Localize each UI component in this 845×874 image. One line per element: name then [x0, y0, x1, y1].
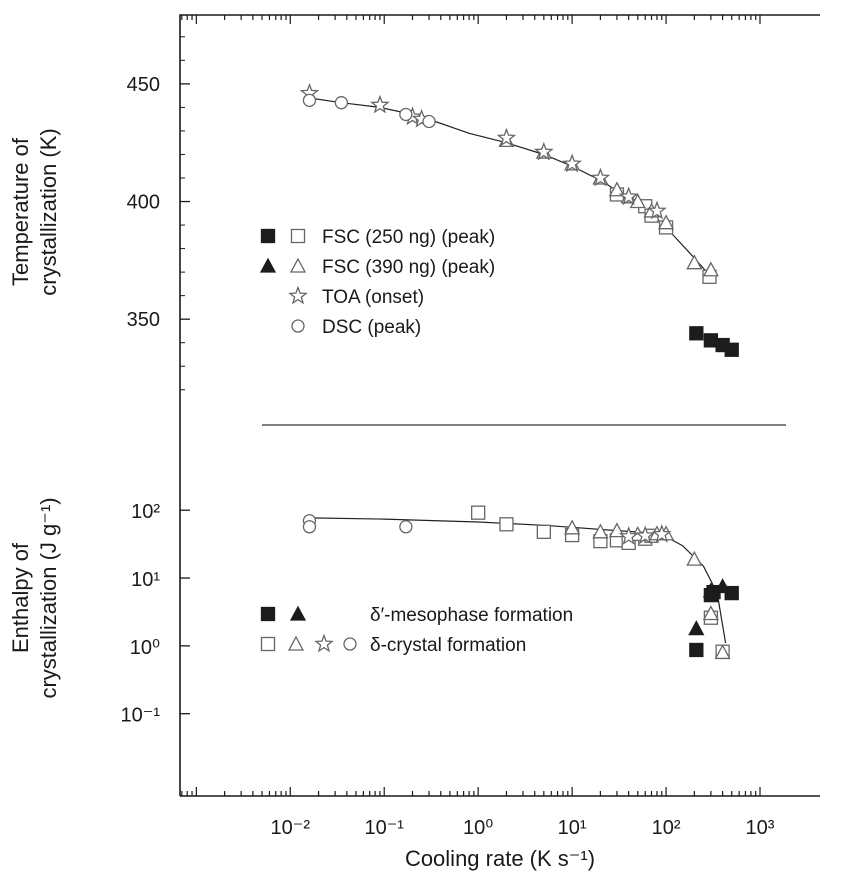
data-point: [533, 141, 554, 161]
top-series-triangle-open: [498, 131, 719, 277]
data-point: [302, 520, 317, 534]
legend-item: δ-crystal formation: [260, 633, 526, 656]
data-point: [702, 261, 719, 277]
data-point: [334, 96, 349, 110]
data-point: [635, 525, 656, 545]
y-tick-label-bottom: 10¹: [131, 569, 160, 591]
x-tick-label: 10⁰: [463, 817, 493, 839]
data-point: [651, 524, 672, 543]
data-point: [657, 214, 675, 230]
data-point: [370, 94, 390, 114]
x-tick-label: 10⁻²: [271, 817, 311, 839]
legend-item: FSC (390 ng) (peak): [259, 257, 495, 278]
legend-item: DSC (peak): [291, 317, 421, 338]
legend-label: DSC (peak): [322, 317, 421, 338]
legend-marker: [291, 319, 305, 333]
data-point: [714, 578, 731, 594]
data-point: [422, 114, 436, 129]
y-tick-label-top: 350: [127, 309, 160, 331]
legend-marker: [260, 228, 276, 244]
data-point: [714, 644, 731, 660]
legend-marker: [290, 228, 306, 244]
legend-marker: [287, 635, 305, 651]
data-point: [564, 519, 581, 535]
legend-marker: [288, 285, 308, 305]
y-axis-title-line-1: Temperature of: [8, 137, 33, 286]
legend-marker: [260, 606, 276, 622]
y-axis-title-line-1: Enthalpy of: [8, 542, 33, 653]
legend-label: FSC (390 ng) (peak): [322, 257, 495, 278]
x-tick-label: 10⁻¹: [364, 817, 404, 839]
fit-curve-top: [309, 97, 712, 278]
data-point: [618, 526, 639, 545]
x-axis-title: Cooling rate (K s⁻¹): [405, 846, 595, 871]
data-point: [399, 520, 413, 534]
y-tick-label-bottom: 10²: [131, 501, 160, 523]
y-tick-label-bottom: 10⁻¹: [121, 705, 161, 727]
legend-marker: [260, 636, 276, 652]
legend-marker: [289, 605, 307, 621]
legend-item: FSC (250 ng) (peak): [260, 227, 495, 248]
data-point: [536, 524, 551, 539]
data-point: [703, 333, 719, 348]
x-ticks: [181, 15, 761, 796]
y-tick-label-top: 450: [127, 74, 160, 96]
top-series-circle-open: [302, 93, 436, 129]
data-point: [702, 582, 719, 598]
data-point: [618, 186, 639, 206]
x-tick-label: 10²: [652, 817, 681, 839]
y-axis-title-line-2: crystallization (J g⁻¹): [36, 497, 61, 698]
data-point: [608, 181, 626, 197]
data-point: [496, 127, 517, 147]
bottom-series-triangle-filled: [688, 578, 731, 636]
data-point: [702, 605, 719, 621]
legend-marker: [314, 633, 334, 653]
data-point: [499, 517, 514, 532]
data-point: [689, 326, 704, 341]
legend-label: δ′-mesophase formation: [370, 605, 573, 626]
legend-label: TOA (onset): [322, 287, 424, 308]
data-point: [686, 254, 703, 270]
legend-item: δ′-mesophase formation: [260, 605, 573, 626]
y-axis-title: Enthalpy of crystallization (J g⁻¹): [8, 497, 61, 698]
legend-item: TOA (onset): [288, 285, 424, 308]
data-point: [688, 620, 705, 636]
data-point: [686, 550, 703, 566]
data-point: [647, 200, 667, 220]
data-point: [471, 505, 486, 520]
legend-marker: [343, 637, 357, 651]
top-series-square-filled: [689, 326, 739, 357]
y-axis-title-line-2: crystallization (K): [36, 128, 61, 295]
axis-frame: [179, 14, 820, 796]
legend-marker: [289, 257, 307, 273]
data-point: [302, 93, 317, 108]
bottom-series-circle-open: [302, 514, 413, 534]
data-point: [592, 523, 609, 539]
x-tick-label: 10¹: [558, 817, 587, 839]
y-tick-label-bottom: 10⁰: [130, 637, 160, 659]
x-tick-label: 10³: [746, 817, 775, 839]
legend-label: FSC (250 ng) (peak): [322, 227, 495, 248]
legend-marker: [259, 257, 277, 273]
y-tick-label-top: 400: [127, 192, 160, 214]
legend-label: δ-crystal formation: [370, 635, 526, 656]
bottom-series-star-open: [618, 524, 672, 545]
data-point: [562, 153, 582, 173]
data-point: [590, 167, 611, 187]
data-point: [724, 342, 739, 357]
y-axis-title: Temperature of crystallization (K): [8, 128, 61, 295]
fit-curve-bottom: [309, 517, 727, 644]
top-series-star-open: [299, 82, 667, 220]
data-point: [689, 642, 704, 658]
data-point: [399, 107, 413, 122]
